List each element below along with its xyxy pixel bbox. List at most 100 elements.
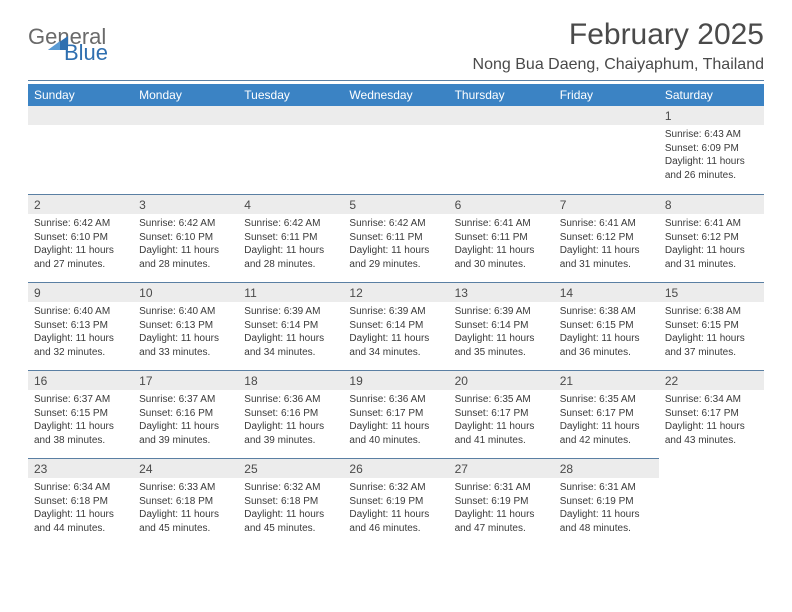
sunrise-line: Sunrise: 6:34 AM <box>665 393 758 407</box>
sunrise-line: Sunrise: 6:42 AM <box>139 217 232 231</box>
calendar-grid: 1Sunrise: 6:43 AMSunset: 6:09 PMDaylight… <box>28 106 764 546</box>
sunset-line: Sunset: 6:15 PM <box>560 319 653 333</box>
sunrise-line: Sunrise: 6:41 AM <box>455 217 548 231</box>
day-cell: 20Sunrise: 6:35 AMSunset: 6:17 PMDayligh… <box>449 370 554 458</box>
day-number: 19 <box>343 371 448 390</box>
weekday-header-row: SundayMondayTuesdayWednesdayThursdayFrid… <box>28 84 764 106</box>
daylight-line: Daylight: 11 hours and 48 minutes. <box>560 508 653 535</box>
day-cell-empty <box>449 106 554 194</box>
daylight-line: Daylight: 11 hours and 33 minutes. <box>139 332 232 359</box>
sunrise-line: Sunrise: 6:32 AM <box>349 481 442 495</box>
day-number <box>343 106 448 125</box>
sunset-line: Sunset: 6:17 PM <box>455 407 548 421</box>
day-details: Sunrise: 6:41 AMSunset: 6:12 PMDaylight:… <box>560 217 653 271</box>
weekday-label: Tuesday <box>238 84 343 106</box>
day-cell: 26Sunrise: 6:32 AMSunset: 6:19 PMDayligh… <box>343 458 448 546</box>
day-details: Sunrise: 6:41 AMSunset: 6:11 PMDaylight:… <box>455 217 548 271</box>
header-divider <box>28 80 764 81</box>
sunrise-line: Sunrise: 6:37 AM <box>34 393 127 407</box>
daylight-line: Daylight: 11 hours and 32 minutes. <box>34 332 127 359</box>
daylight-line: Daylight: 11 hours and 45 minutes. <box>139 508 232 535</box>
sunrise-line: Sunrise: 6:42 AM <box>34 217 127 231</box>
sunset-line: Sunset: 6:14 PM <box>349 319 442 333</box>
sunset-line: Sunset: 6:11 PM <box>349 231 442 245</box>
day-cell: 23Sunrise: 6:34 AMSunset: 6:18 PMDayligh… <box>28 458 133 546</box>
day-details: Sunrise: 6:31 AMSunset: 6:19 PMDaylight:… <box>560 481 653 535</box>
daylight-line: Daylight: 11 hours and 26 minutes. <box>665 155 758 182</box>
sunset-line: Sunset: 6:10 PM <box>34 231 127 245</box>
daylight-line: Daylight: 11 hours and 34 minutes. <box>349 332 442 359</box>
day-number: 2 <box>28 195 133 214</box>
sunset-line: Sunset: 6:09 PM <box>665 142 758 156</box>
day-number: 5 <box>343 195 448 214</box>
sunset-line: Sunset: 6:17 PM <box>349 407 442 421</box>
sunset-line: Sunset: 6:16 PM <box>244 407 337 421</box>
day-number: 11 <box>238 283 343 302</box>
day-number <box>28 106 133 125</box>
day-details: Sunrise: 6:38 AMSunset: 6:15 PMDaylight:… <box>560 305 653 359</box>
daylight-line: Daylight: 11 hours and 47 minutes. <box>455 508 548 535</box>
day-cell: 24Sunrise: 6:33 AMSunset: 6:18 PMDayligh… <box>133 458 238 546</box>
day-cell: 17Sunrise: 6:37 AMSunset: 6:16 PMDayligh… <box>133 370 238 458</box>
header: General Blue February 2025 Nong Bua Daen… <box>28 18 764 74</box>
day-number: 3 <box>133 195 238 214</box>
month-title: February 2025 <box>473 18 764 52</box>
day-cell: 10Sunrise: 6:40 AMSunset: 6:13 PMDayligh… <box>133 282 238 370</box>
day-details: Sunrise: 6:42 AMSunset: 6:11 PMDaylight:… <box>349 217 442 271</box>
sunrise-line: Sunrise: 6:43 AM <box>665 128 758 142</box>
sunrise-line: Sunrise: 6:38 AM <box>665 305 758 319</box>
day-cell: 18Sunrise: 6:36 AMSunset: 6:16 PMDayligh… <box>238 370 343 458</box>
day-number: 13 <box>449 283 554 302</box>
sunrise-line: Sunrise: 6:38 AM <box>560 305 653 319</box>
day-cell-empty <box>554 106 659 194</box>
sunset-line: Sunset: 6:17 PM <box>560 407 653 421</box>
daylight-line: Daylight: 11 hours and 38 minutes. <box>34 420 127 447</box>
day-number: 4 <box>238 195 343 214</box>
weekday-label: Wednesday <box>343 84 448 106</box>
daylight-line: Daylight: 11 hours and 28 minutes. <box>244 244 337 271</box>
day-cell: 27Sunrise: 6:31 AMSunset: 6:19 PMDayligh… <box>449 458 554 546</box>
sunset-line: Sunset: 6:14 PM <box>455 319 548 333</box>
day-number: 25 <box>238 459 343 478</box>
day-number: 14 <box>554 283 659 302</box>
sunrise-line: Sunrise: 6:32 AM <box>244 481 337 495</box>
day-details: Sunrise: 6:36 AMSunset: 6:16 PMDaylight:… <box>244 393 337 447</box>
day-details: Sunrise: 6:39 AMSunset: 6:14 PMDaylight:… <box>349 305 442 359</box>
sunrise-line: Sunrise: 6:34 AM <box>34 481 127 495</box>
sunset-line: Sunset: 6:18 PM <box>139 495 232 509</box>
day-number: 7 <box>554 195 659 214</box>
day-details: Sunrise: 6:42 AMSunset: 6:10 PMDaylight:… <box>139 217 232 271</box>
sunrise-line: Sunrise: 6:41 AM <box>665 217 758 231</box>
day-cell: 12Sunrise: 6:39 AMSunset: 6:14 PMDayligh… <box>343 282 448 370</box>
weekday-label: Thursday <box>449 84 554 106</box>
sunset-line: Sunset: 6:13 PM <box>34 319 127 333</box>
day-cell: 21Sunrise: 6:35 AMSunset: 6:17 PMDayligh… <box>554 370 659 458</box>
sunrise-line: Sunrise: 6:42 AM <box>349 217 442 231</box>
sunset-line: Sunset: 6:11 PM <box>455 231 548 245</box>
sunrise-line: Sunrise: 6:35 AM <box>455 393 548 407</box>
day-cell: 7 Sunrise: 6:41 AMSunset: 6:12 PMDaylight… <box>554 194 659 282</box>
daylight-line: Daylight: 11 hours and 29 minutes. <box>349 244 442 271</box>
day-details: Sunrise: 6:33 AMSunset: 6:18 PMDaylight:… <box>139 481 232 535</box>
day-details: Sunrise: 6:42 AMSunset: 6:10 PMDaylight:… <box>34 217 127 271</box>
daylight-line: Daylight: 11 hours and 30 minutes. <box>455 244 548 271</box>
sunset-line: Sunset: 6:11 PM <box>244 231 337 245</box>
day-details: Sunrise: 6:43 AMSunset: 6:09 PMDaylight:… <box>665 128 758 182</box>
day-cell: 4 Sunrise: 6:42 AMSunset: 6:11 PMDaylight… <box>238 194 343 282</box>
logo: General Blue <box>28 26 72 64</box>
daylight-line: Daylight: 11 hours and 44 minutes. <box>34 508 127 535</box>
day-cell: 16Sunrise: 6:37 AMSunset: 6:15 PMDayligh… <box>28 370 133 458</box>
weekday-label: Sunday <box>28 84 133 106</box>
day-number <box>554 106 659 125</box>
day-cell: 15Sunrise: 6:38 AMSunset: 6:15 PMDayligh… <box>659 282 764 370</box>
sunset-line: Sunset: 6:10 PM <box>139 231 232 245</box>
day-details: Sunrise: 6:34 AMSunset: 6:18 PMDaylight:… <box>34 481 127 535</box>
sunset-line: Sunset: 6:15 PM <box>665 319 758 333</box>
day-cell: 11Sunrise: 6:39 AMSunset: 6:14 PMDayligh… <box>238 282 343 370</box>
day-details: Sunrise: 6:35 AMSunset: 6:17 PMDaylight:… <box>455 393 548 447</box>
day-number: 16 <box>28 371 133 390</box>
day-details: Sunrise: 6:32 AMSunset: 6:18 PMDaylight:… <box>244 481 337 535</box>
logo-mark-icon <box>46 32 72 54</box>
daylight-line: Daylight: 11 hours and 37 minutes. <box>665 332 758 359</box>
sunrise-line: Sunrise: 6:42 AM <box>244 217 337 231</box>
